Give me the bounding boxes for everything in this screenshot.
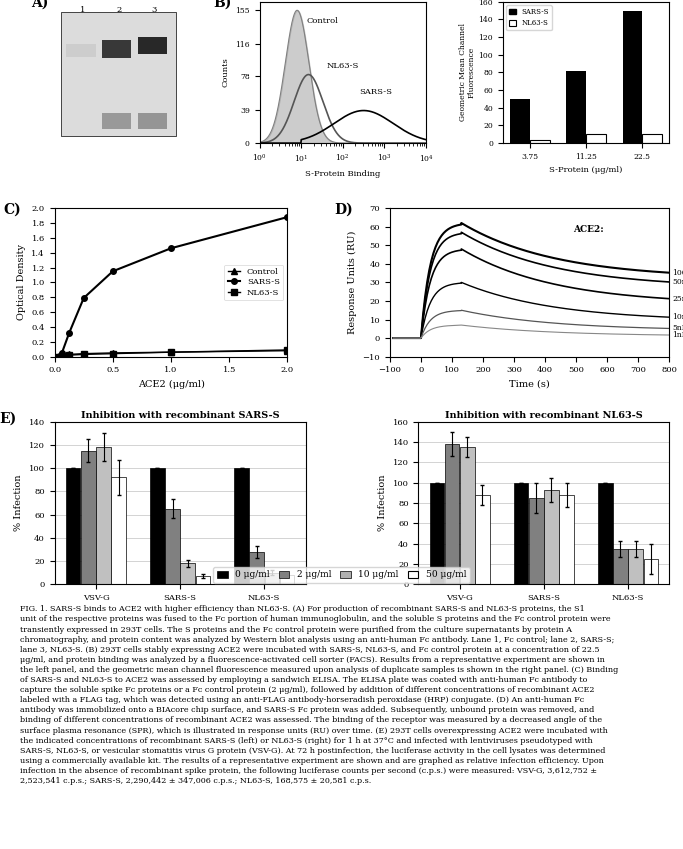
Control: [58, 350, 66, 360]
Text: 5nM: 5nM: [673, 324, 683, 333]
Y-axis label: Counts: Counts: [222, 58, 229, 87]
NL63-S: [80, 349, 88, 359]
Text: 1: 1: [80, 6, 85, 14]
Text: 50nM: 50nM: [673, 278, 683, 286]
Bar: [642, 134, 662, 143]
SARS-S: [80, 293, 88, 303]
Bar: [249, 552, 264, 584]
Y-axis label: Geometric Mean Channel
Fluorescence: Geometric Mean Channel Fluorescence: [458, 24, 476, 121]
Bar: [150, 468, 165, 584]
X-axis label: Time (s): Time (s): [510, 380, 550, 389]
Legend: SARS-S, NL63-S: SARS-S, NL63-S: [506, 5, 552, 31]
Bar: [586, 134, 606, 143]
Bar: [234, 468, 249, 584]
Bar: [138, 114, 167, 129]
Bar: [544, 490, 559, 584]
X-axis label: S-Protein Binding: S-Protein Binding: [305, 170, 380, 177]
NL63-S: [283, 345, 292, 355]
Y-axis label: Response Units (RU): Response Units (RU): [348, 231, 357, 334]
Control: [167, 347, 175, 357]
Bar: [510, 99, 530, 143]
Text: NL63-S: NL63-S: [326, 62, 359, 70]
Bar: [81, 451, 96, 584]
SARS-S: [109, 266, 117, 276]
Text: FIG. 1. SARS-S binds to ACE2 with higher efficiency than NL63-S. (A) For product: FIG. 1. SARS-S binds to ACE2 with higher…: [20, 605, 619, 785]
SARS-S: [283, 212, 292, 222]
Bar: [598, 482, 613, 584]
Text: 25nM: 25nM: [673, 295, 683, 303]
Text: 3: 3: [152, 6, 157, 14]
NL63-S: [167, 347, 175, 357]
Bar: [530, 140, 550, 143]
SARS-S: [167, 243, 175, 253]
Bar: [559, 495, 574, 584]
Bar: [111, 477, 126, 584]
Bar: [514, 482, 529, 584]
Bar: [66, 44, 96, 57]
Bar: [165, 509, 180, 584]
Bar: [180, 564, 195, 584]
Text: 10nM: 10nM: [673, 313, 683, 321]
Title: Inhibition with recombinant NL63-S: Inhibition with recombinant NL63-S: [445, 411, 643, 419]
Bar: [280, 575, 294, 584]
Y-axis label: % Infection: % Infection: [378, 475, 387, 531]
X-axis label: S-Protein (μg/ml): S-Protein (μg/ml): [549, 166, 623, 174]
SARS-S: [65, 328, 73, 338]
Bar: [566, 70, 586, 143]
X-axis label: ACE2 (μg/ml): ACE2 (μg/ml): [137, 380, 204, 389]
Y-axis label: % Infection: % Infection: [14, 475, 23, 531]
Bar: [96, 447, 111, 584]
Text: 1nM: 1nM: [673, 331, 683, 339]
Bar: [195, 576, 210, 584]
Bar: [628, 548, 643, 584]
Bar: [264, 573, 279, 584]
Text: E): E): [0, 412, 16, 426]
NL63-S: [51, 351, 59, 362]
Bar: [430, 482, 444, 584]
NL63-S: [58, 351, 66, 361]
Control: [283, 346, 292, 356]
Bar: [445, 444, 460, 584]
Bar: [529, 498, 544, 584]
Bar: [66, 468, 81, 584]
Bar: [622, 10, 642, 143]
Text: Control: Control: [306, 17, 338, 25]
NL63-S: [109, 349, 117, 359]
Line: SARS-S: SARS-S: [52, 214, 290, 359]
Line: NL63-S: NL63-S: [52, 347, 290, 359]
Bar: [61, 12, 176, 136]
Bar: [643, 559, 658, 584]
Text: D): D): [334, 202, 353, 216]
Text: B): B): [213, 0, 232, 10]
Legend: 0 μg/ml, 2 μg/ml, 10 μg/ml, 50 μg/ml: 0 μg/ml, 2 μg/ml, 10 μg/ml, 50 μg/ml: [213, 567, 470, 583]
Bar: [102, 114, 131, 129]
Text: 100nM: 100nM: [673, 269, 683, 277]
Text: ACE2:: ACE2:: [573, 225, 604, 234]
Text: C): C): [3, 202, 21, 216]
Bar: [613, 548, 628, 584]
Control: [65, 349, 73, 359]
Bar: [138, 37, 167, 54]
Y-axis label: Optical Density: Optical Density: [17, 245, 26, 320]
Bar: [460, 447, 475, 584]
Text: SARS-S: SARS-S: [359, 87, 393, 96]
NL63-S: [65, 350, 73, 360]
Control: [51, 351, 59, 362]
SARS-S: [58, 348, 66, 358]
SARS-S: [51, 351, 59, 362]
Text: 2: 2: [116, 6, 122, 14]
Control: [80, 349, 88, 359]
Bar: [102, 40, 131, 59]
Title: Inhibition with recombinant SARS-S: Inhibition with recombinant SARS-S: [81, 411, 279, 419]
Bar: [475, 495, 490, 584]
Text: A): A): [31, 0, 49, 10]
Line: Control: Control: [52, 348, 290, 359]
Control: [109, 348, 117, 358]
Legend: Control, SARS-S, NL63-S: Control, SARS-S, NL63-S: [225, 265, 283, 301]
